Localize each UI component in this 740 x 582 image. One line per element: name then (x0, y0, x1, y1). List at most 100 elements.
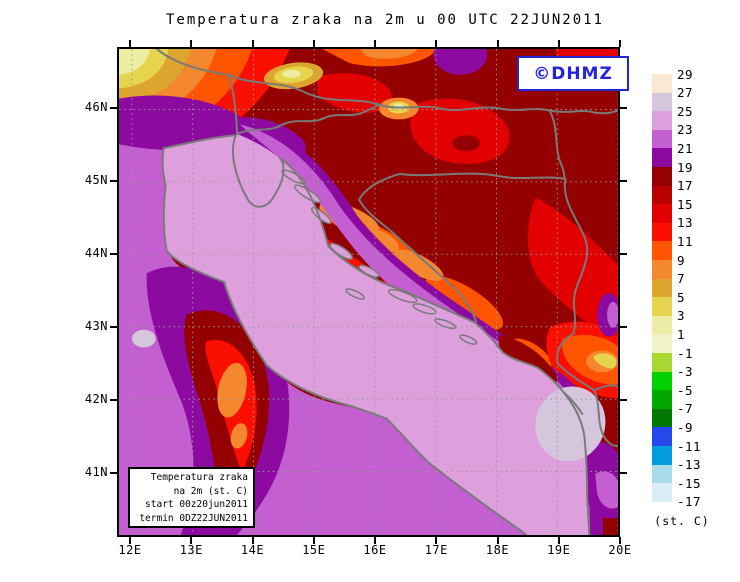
colorbar-tick-label: 23 (677, 122, 694, 138)
temp-region (452, 135, 481, 152)
colorbar-tick-label: -5 (677, 382, 694, 398)
lat-tick-mark (110, 107, 117, 109)
lat-tick-mark (110, 253, 117, 255)
lat-tick-mark (620, 253, 627, 255)
lon-tick-mark (557, 537, 560, 544)
temp-region (230, 423, 248, 449)
colorbar-tick-label: 11 (677, 233, 694, 249)
lon-tick-label: 13E (179, 543, 203, 557)
lat-tick-mark (110, 326, 117, 328)
colorbar-tick-label: -13 (677, 457, 702, 473)
lat-tick-mark (110, 472, 117, 474)
colorbar-tick-label: 29 (677, 66, 694, 82)
temp-region (607, 301, 618, 328)
colorbar-swatch (652, 148, 672, 168)
info-legend-line: Temperatura zraka (150, 472, 248, 483)
colorbar-swatch (652, 167, 672, 187)
border-line (155, 49, 618, 115)
colorbar-swatch (652, 278, 672, 298)
colorbar-swatch (652, 390, 672, 410)
lon-tick-mark (312, 40, 315, 47)
lat-tick-mark (620, 472, 627, 474)
colorbar-swatch (652, 204, 672, 224)
border-line (548, 109, 567, 181)
lon-tick-mark (251, 537, 254, 544)
colorbar-swatch (652, 483, 672, 503)
colorbar-tick-label: 13 (677, 215, 694, 231)
island (459, 334, 478, 345)
colorbar-unit-label: (st. C) (654, 514, 710, 528)
temp-region (131, 329, 156, 348)
colorbar-tick-label: -7 (677, 401, 694, 417)
lon-tick-mark (129, 537, 131, 544)
colorbar-swatch (652, 353, 672, 373)
lon-tick-label: 20E (608, 543, 632, 557)
colorbar-swatch (652, 222, 672, 242)
lon-tick-label: 17E (424, 543, 448, 557)
map-frame (117, 47, 620, 537)
page-title: Temperatura zraka na 2m u 00 UTC 22JUN20… (165, 12, 604, 28)
lon-tick-mark (619, 40, 621, 47)
temp-region (282, 69, 301, 78)
colorbar-tick-label: -1 (677, 345, 694, 361)
lon-tick-mark (190, 40, 193, 47)
border-line (227, 73, 239, 135)
temp-region (527, 159, 564, 177)
colorbar-tick-label: 7 (677, 271, 686, 287)
lon-tick-mark (374, 537, 376, 544)
colorbar-swatch (652, 111, 672, 131)
colorbar-swatch (652, 74, 672, 94)
colorbar-tick-label: -9 (677, 419, 694, 435)
border-line (563, 177, 589, 335)
temp-region (410, 98, 510, 164)
lon-tick-label: 19E (547, 543, 571, 557)
temp-region (119, 49, 150, 75)
info-legend-line: na 2m (st. C) (173, 485, 248, 497)
colorbar-tick-label: 15 (677, 196, 694, 212)
info-legend-line: termin 0DZ22JUN2011 (139, 512, 248, 524)
colorbar-swatch (652, 129, 672, 149)
lon-tick-label: 12E (118, 543, 142, 557)
border-line (398, 172, 567, 180)
island (434, 318, 457, 330)
colorbar-swatch (652, 297, 672, 317)
temp-region (393, 249, 444, 281)
colorbar-tick-label: 3 (677, 308, 686, 324)
graticule (119, 49, 618, 535)
lat-tick-label: 44N (84, 246, 108, 260)
temp-region (360, 49, 418, 59)
info-legend-box: Temperatura zraka na 2m (st. C) start 00z2… (128, 467, 255, 528)
country-borders (155, 49, 618, 447)
lon-tick-mark (619, 537, 621, 544)
border-line (562, 391, 584, 415)
temp-region (595, 471, 618, 509)
lon-tick-mark (312, 537, 315, 544)
lat-tick-mark (620, 326, 627, 328)
info-legend-line: start 00z20jun2011 (145, 499, 248, 510)
temp-region (217, 362, 247, 418)
lon-tick-mark (496, 40, 499, 47)
lat-tick-mark (620, 399, 627, 401)
island (281, 169, 306, 185)
temp-region (527, 197, 618, 345)
colorbar-swatch (652, 260, 672, 280)
lon-tick-mark (557, 40, 560, 47)
lon-tick-label: 18E (485, 543, 510, 557)
lat-tick-label: 45N (84, 173, 108, 187)
coastline-italy (161, 147, 528, 535)
lon-tick-mark (129, 40, 131, 47)
lon-tick-mark (190, 537, 193, 544)
island (345, 288, 365, 300)
lon-tick-mark (496, 537, 499, 544)
temp-region (535, 386, 606, 462)
lat-tick-mark (620, 107, 627, 109)
colorbar-tick-label: 5 (677, 289, 686, 305)
border-line (593, 384, 618, 392)
lat-tick-label: 41N (84, 465, 108, 479)
lon-tick-mark (435, 40, 438, 47)
lon-tick-mark (251, 40, 254, 47)
lat-tick-mark (110, 180, 117, 182)
colorbar-tick-label: 9 (677, 252, 686, 268)
lat-tick-mark (620, 180, 627, 182)
